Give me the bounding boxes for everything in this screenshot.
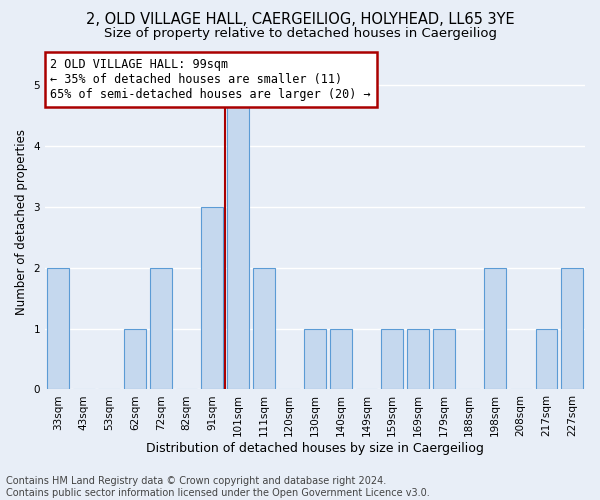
Bar (47, 268, 69, 390)
Bar (330, 328, 352, 390)
Bar (484, 268, 506, 390)
Bar (227, 86, 249, 390)
Bar (150, 268, 172, 390)
Text: Contains HM Land Registry data © Crown copyright and database right 2024.
Contai: Contains HM Land Registry data © Crown c… (6, 476, 430, 498)
X-axis label: Distribution of detached houses by size in Caergeiliog: Distribution of detached houses by size … (146, 442, 484, 455)
Text: Size of property relative to detached houses in Caergeiliog: Size of property relative to detached ho… (104, 28, 497, 40)
Text: 2 OLD VILLAGE HALL: 99sqm
← 35% of detached houses are smaller (11)
65% of semi-: 2 OLD VILLAGE HALL: 99sqm ← 35% of detac… (50, 58, 371, 102)
Bar (304, 328, 326, 390)
Bar (407, 328, 429, 390)
Bar (536, 328, 557, 390)
Bar (561, 268, 583, 390)
Bar (253, 268, 275, 390)
Bar (124, 328, 146, 390)
Bar (433, 328, 455, 390)
Bar (381, 328, 403, 390)
Y-axis label: Number of detached properties: Number of detached properties (15, 129, 28, 315)
Text: 2, OLD VILLAGE HALL, CAERGEILIOG, HOLYHEAD, LL65 3YE: 2, OLD VILLAGE HALL, CAERGEILIOG, HOLYHE… (86, 12, 514, 28)
Bar (201, 207, 223, 390)
